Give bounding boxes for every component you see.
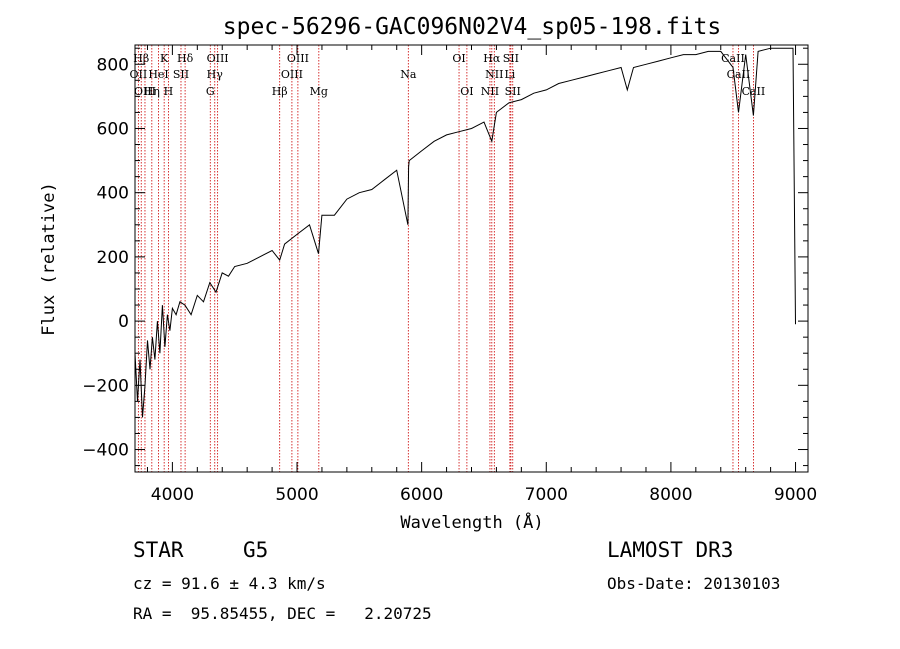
y-tick-label: −400	[82, 441, 129, 461]
marker-label: K	[160, 52, 169, 65]
survey-name: LAMOST DR3	[607, 538, 734, 562]
marker-label: OI	[460, 85, 473, 98]
x-tick-label: 5000	[275, 485, 318, 505]
marker-label: NII	[481, 85, 499, 98]
marker-label: OIII	[134, 85, 156, 98]
observation-date: Obs-Date: 20130103	[607, 574, 781, 593]
marker-label: OIII	[287, 52, 309, 65]
y-tick-label: 800	[97, 55, 129, 75]
marker-label: H	[164, 85, 174, 98]
marker-label: OII	[130, 68, 148, 81]
marker-label: Hα	[483, 52, 501, 65]
y-tick-label: 200	[97, 248, 129, 268]
spectral-subclass: G5	[243, 538, 269, 562]
marker-label: Na	[400, 68, 417, 81]
marker-label: G	[206, 85, 215, 98]
x-axis: 4000 5000 6000 7000 8000 9000	[146, 45, 817, 505]
y-tick-label: 600	[97, 119, 129, 139]
marker-label: Hδ	[177, 52, 194, 65]
marker-label: Li	[504, 68, 515, 81]
coordinates: RA = 95.85455, DEC = 2.20725	[133, 604, 432, 623]
x-axis-label: Wavelength (Å)	[400, 511, 543, 533]
marker-label: SII	[505, 85, 521, 98]
marker-label: SII	[503, 52, 519, 65]
y-axis: −400 −200 0 200 400 600 800	[82, 47, 808, 467]
object-class: STAR	[133, 538, 184, 562]
x-tick-label: 7000	[525, 485, 568, 505]
marker-label: Hγ	[207, 68, 224, 81]
marker-label: Hη	[144, 85, 160, 98]
y-tick-label: 0	[118, 312, 129, 332]
chart-title: spec-56296-GAC096N02V4_sp05-198.fits	[223, 14, 722, 40]
marker-label: Mg	[310, 85, 328, 98]
marker-label: OIII	[281, 68, 303, 81]
marker-label: CaII	[727, 68, 751, 81]
plot-frame	[134, 44, 809, 473]
marker-label: SII	[173, 68, 189, 81]
marker-label: OIII	[207, 52, 229, 65]
marker-label: OI	[452, 52, 465, 65]
marker-label: Hβ	[133, 52, 149, 65]
redshift-velocity: cz = 91.6 ± 4.3 km/s	[133, 574, 326, 593]
marker-label: NII	[485, 68, 503, 81]
marker-label: CaII	[721, 52, 745, 65]
line-markers	[137, 45, 754, 472]
spectrum-line	[134, 47, 796, 418]
y-axis-label: Flux (relative)	[39, 182, 59, 336]
x-tick-label: 8000	[649, 485, 692, 505]
y-tick-label: 400	[97, 184, 129, 204]
x-tick-label: 9000	[774, 485, 817, 505]
marker-label: CaII	[742, 85, 766, 98]
x-tick-label: 6000	[400, 485, 443, 505]
marker-label: Hβ	[272, 85, 288, 98]
x-tick-label: 4000	[151, 485, 194, 505]
y-tick-label: −200	[82, 376, 129, 396]
marker-label: HeI	[148, 68, 168, 81]
